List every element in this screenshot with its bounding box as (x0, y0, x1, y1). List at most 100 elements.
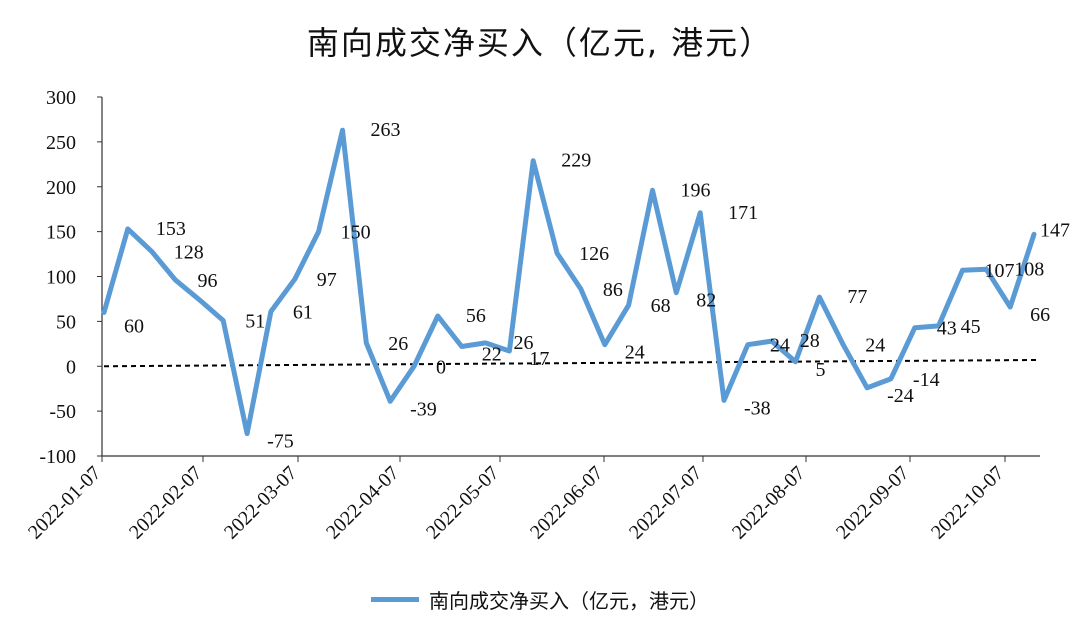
data-label: 24 (625, 342, 645, 364)
data-label: 5 (816, 359, 826, 381)
data-label: 153 (156, 218, 186, 240)
data-label: 147 (1040, 219, 1070, 241)
series-group (101, 127, 1037, 437)
legend-swatch (371, 597, 419, 602)
series-line (101, 127, 1037, 437)
data-label: 51 (245, 310, 265, 332)
x-tick-label: 2022-10-07 (927, 462, 1009, 544)
data-point (270, 311, 272, 313)
data-point (1009, 306, 1011, 308)
data-label: 128 (174, 241, 204, 263)
data-point (485, 342, 487, 344)
data-point (818, 296, 820, 298)
data-label: 196 (680, 179, 710, 201)
y-tick-label: 200 (46, 177, 76, 199)
data-label: 22 (482, 344, 502, 366)
x-tick-label: 2022-06-07 (526, 462, 608, 544)
data-label: 0 (436, 356, 446, 378)
data-point (532, 160, 534, 162)
data-point (508, 350, 510, 352)
y-tick-label: 300 (46, 87, 76, 109)
data-label: 24 (865, 335, 885, 357)
data-point (318, 231, 320, 233)
y-tick-label: -100 (39, 446, 76, 468)
y-tick-label: 50 (56, 311, 76, 333)
data-label: 126 (579, 243, 609, 265)
legend-label: 南向成交净买入（亿元，港元） (429, 589, 709, 613)
data-point (723, 399, 725, 401)
data-point (604, 344, 606, 346)
data-label: 60 (124, 315, 144, 337)
data-point (866, 387, 868, 389)
x-tick-label: 2022-04-07 (322, 462, 404, 544)
data-point (1033, 233, 1035, 235)
data-label: 171 (728, 202, 758, 224)
data-label: 77 (847, 286, 867, 308)
data-point (938, 325, 940, 327)
data-label-group: 601531289651-75619715026326-390562226172… (124, 119, 1070, 452)
data-label: 26 (514, 332, 534, 354)
data-point (294, 278, 296, 280)
data-point (246, 433, 248, 435)
data-point (890, 378, 892, 380)
data-point (437, 315, 439, 317)
data-label: 263 (370, 119, 400, 141)
data-point (985, 268, 987, 270)
x-tick-label: 2022-01-07 (24, 462, 106, 544)
data-point (103, 311, 105, 313)
data-label: -24 (887, 385, 914, 407)
x-tick-label: 2022-09-07 (832, 462, 914, 544)
data-label: 17 (529, 348, 549, 370)
data-label: 43 (937, 318, 957, 340)
data-label: 108 (1014, 258, 1044, 280)
data-label: 150 (341, 222, 371, 244)
x-tick-label: 2022-05-07 (422, 462, 504, 544)
data-label: 68 (651, 295, 671, 317)
data-point (175, 279, 177, 281)
data-point (413, 365, 415, 367)
data-point (341, 129, 343, 131)
data-label: 24 (770, 335, 790, 357)
data-label: 61 (293, 302, 313, 324)
data-point (675, 292, 677, 294)
data-point (651, 189, 653, 191)
x-tick-label: 2022-03-07 (220, 462, 302, 544)
data-point (580, 288, 582, 290)
data-point (699, 212, 701, 214)
y-tick-label: 0 (66, 356, 76, 378)
data-label: 56 (466, 305, 486, 327)
data-point (198, 299, 200, 301)
data-label: 86 (603, 279, 623, 301)
x-tick-label: 2022-07-07 (625, 462, 707, 544)
data-label: -39 (410, 398, 437, 420)
legend: 南向成交净买入（亿元，港元） (0, 585, 1080, 614)
y-tick-label: 250 (46, 132, 76, 154)
data-point (747, 344, 749, 346)
data-label: 97 (317, 269, 337, 291)
data-point (628, 304, 630, 306)
data-point (914, 327, 916, 329)
data-point (771, 340, 773, 342)
y-tick-label: 150 (46, 222, 76, 244)
data-label: -14 (913, 369, 940, 391)
y-tick-label: 100 (46, 267, 76, 289)
data-point (556, 252, 558, 254)
chart-title: 南向成交净买入（亿元, 港元） (306, 24, 774, 62)
data-label: 229 (561, 150, 591, 172)
data-point (365, 342, 367, 344)
data-label: 26 (388, 333, 408, 355)
data-label: 96 (198, 270, 218, 292)
x-tick-label: 2022-02-07 (125, 462, 207, 544)
data-point (127, 228, 129, 230)
data-label: 107 (984, 260, 1014, 282)
data-point (842, 344, 844, 346)
data-label: 45 (961, 316, 981, 338)
data-point (151, 250, 153, 252)
data-point (961, 269, 963, 271)
data-point (461, 346, 463, 348)
data-point (222, 319, 224, 321)
data-point (389, 400, 391, 402)
